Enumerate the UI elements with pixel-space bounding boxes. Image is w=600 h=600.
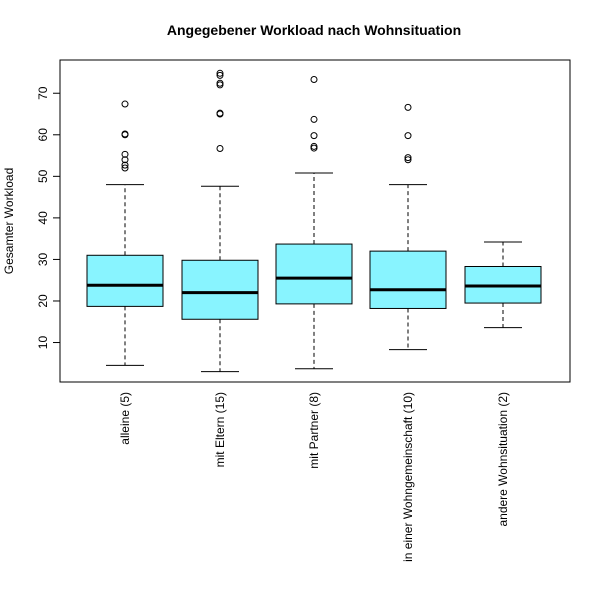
x-category-label: mit Partner (8) <box>307 392 321 469</box>
outlier-point <box>404 154 412 162</box>
box-group <box>86 100 164 366</box>
x-axis-tick-labels: alleine (5) mit Eltern (15) mit Partner (8… <box>118 392 510 562</box>
y-tick-label: 40 <box>36 211 50 225</box>
chart-title: Angegebener Workload nach Wohnsituation <box>167 22 461 38</box>
box-group <box>369 103 447 351</box>
y-tick-label: 70 <box>36 86 50 100</box>
box-series <box>86 69 542 373</box>
plot-frame <box>59 59 571 383</box>
outlier-point <box>216 144 224 152</box>
outlier-point <box>121 100 129 108</box>
y-tick-label: 50 <box>36 169 50 183</box>
outlier-point <box>216 71 224 79</box>
outlier-point <box>216 79 224 87</box>
box-group <box>464 241 542 329</box>
iqr-box <box>181 259 259 320</box>
outlier-point <box>216 109 224 117</box>
outlier-point <box>404 132 412 140</box>
outlier-point <box>121 161 129 169</box>
y-tick-label: 20 <box>36 294 50 308</box>
iqr-box <box>369 250 447 309</box>
outlier-point <box>404 156 412 164</box>
outlier-point <box>404 103 412 111</box>
outlier-point <box>216 69 224 77</box>
x-category-label: alleine (5) <box>118 392 132 445</box>
iqr-box <box>275 243 353 305</box>
y-tick-label: 30 <box>36 252 50 266</box>
y-axis: 10 20 30 40 50 60 70 <box>36 86 61 350</box>
y-tick-label: 10 <box>36 336 50 350</box>
iqr-box <box>86 254 164 307</box>
outlier-point <box>310 115 318 123</box>
x-category-label: andere Wohnsituation (2) <box>496 392 510 527</box>
outlier-point <box>121 164 129 172</box>
y-tick-label: 60 <box>36 128 50 142</box>
outlier-point <box>310 76 318 84</box>
outlier-point <box>121 130 129 138</box>
outlier-point <box>310 142 318 150</box>
outlier-point <box>121 150 129 158</box>
outlier-point <box>121 156 129 164</box>
box-group <box>181 69 259 373</box>
box-group <box>275 76 353 370</box>
y-axis-label: Gesamter Workload <box>2 168 16 274</box>
x-category-label: mit Eltern (15) <box>213 392 227 467</box>
x-category-label: in einer Wohngemeinschaft (10) <box>401 392 415 562</box>
outlier-point <box>310 132 318 140</box>
